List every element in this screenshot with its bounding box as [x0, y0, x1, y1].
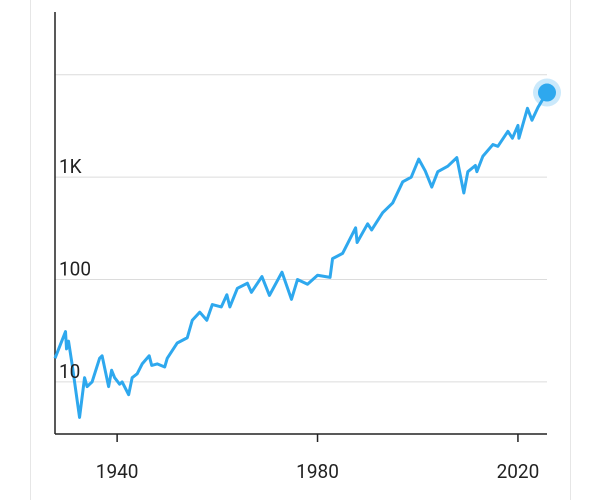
x-tick-label: 1940 [96, 460, 139, 483]
grid [55, 74, 547, 383]
y-tick-label: 100 [59, 258, 91, 281]
plot-area [53, 78, 561, 419]
x-tick-label: 2020 [497, 460, 540, 483]
x-tick-label: 1980 [296, 460, 339, 483]
end-point [538, 83, 556, 102]
y-tick-label: 10 [59, 360, 80, 383]
series-line [53, 91, 549, 419]
y-tick-label: 1K [59, 155, 82, 178]
